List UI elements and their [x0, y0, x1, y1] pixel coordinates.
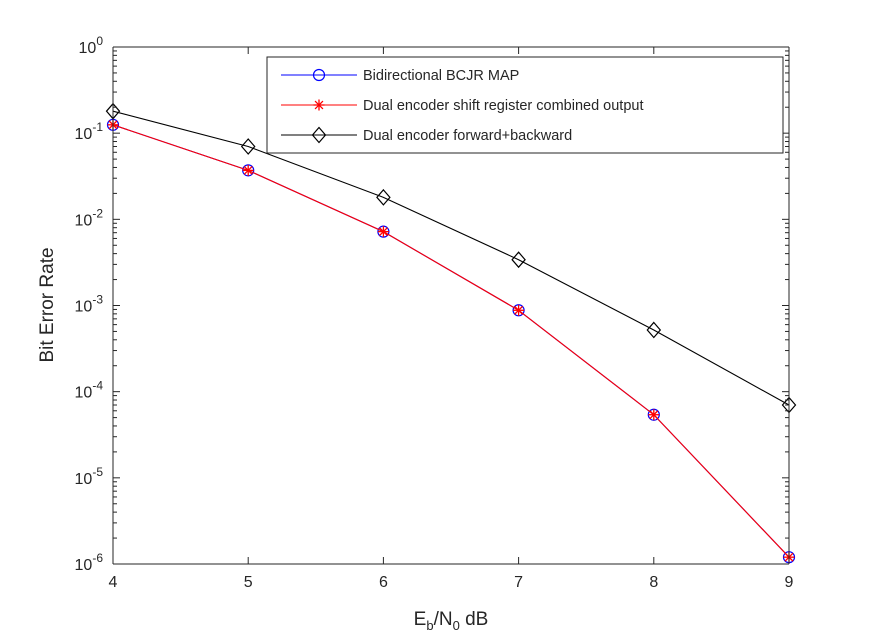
y-tick-base: 10: [75, 471, 93, 488]
legend-entry: Dual encoder shift register combined out…: [281, 98, 644, 114]
y-tick-label: 100: [79, 34, 104, 57]
legend-entry: Bidirectional BCJR MAP: [281, 68, 519, 84]
y-tick-base: 10: [75, 557, 93, 574]
y-tick-base: 10: [79, 40, 97, 57]
x-label-sub-0: 0: [453, 618, 460, 633]
y-tick-exponent: -2: [92, 206, 103, 220]
y-tick-label: 10-2: [75, 206, 104, 229]
y-tick-label: 10-3: [75, 293, 104, 316]
x-tick-label: 7: [514, 574, 523, 591]
asterisk-marker: [377, 226, 389, 238]
diamond-marker: [511, 251, 526, 269]
diamond-marker: [646, 321, 662, 339]
y-tick-base: 10: [75, 126, 93, 143]
y-axis-label: Bit Error Rate: [37, 247, 58, 362]
asterisk-marker: [242, 164, 254, 176]
x-tick-label: 4: [109, 574, 118, 591]
asterisk-marker: [313, 99, 325, 111]
circle-marker: [312, 68, 326, 82]
y-tick-label: 10-1: [75, 120, 104, 143]
asterisk-stroke: [243, 165, 253, 175]
y-tick-base: 10: [75, 299, 93, 316]
series-layer: [105, 102, 797, 564]
asterisk-marker: [648, 409, 660, 421]
x-tick-label: 8: [649, 574, 658, 591]
series-line: [112, 110, 790, 406]
x-label-unit: dB: [460, 609, 489, 630]
x-tick-label: 5: [244, 574, 253, 591]
y-tick-exponent: -1: [92, 120, 103, 134]
asterisk-stroke: [378, 227, 388, 237]
series-3: [105, 102, 797, 414]
y-tick-exponent: -6: [92, 551, 103, 565]
x-label-e: E: [414, 609, 427, 630]
y-tick-label: 10-5: [75, 465, 104, 488]
x-axis-label: Eb/N0 dB: [414, 609, 489, 633]
diamond-marker: [311, 126, 327, 144]
diamond-marker: [376, 188, 391, 206]
y-tick-base: 10: [75, 385, 93, 402]
legend-label: Bidirectional BCJR MAP: [363, 68, 519, 84]
x-tick-label: 6: [379, 574, 388, 591]
series-line: [112, 124, 790, 558]
y-tick-label: 10-4: [75, 379, 104, 402]
asterisk-stroke: [649, 410, 659, 420]
x-label-sub-b: b: [426, 618, 433, 633]
legend-label: Dual encoder forward+backward: [363, 128, 572, 144]
asterisk-marker: [513, 304, 525, 316]
y-tick-exponent: -5: [92, 465, 103, 479]
x-label-slash-n: /N: [434, 609, 453, 630]
y-tick-exponent: 0: [96, 34, 103, 48]
asterisk-stroke: [314, 100, 324, 110]
legend-entry: Dual encoder forward+backward: [281, 126, 572, 144]
diamond-marker: [240, 138, 256, 155]
y-tick-exponent: -3: [92, 293, 103, 307]
x-tick-label: 9: [785, 574, 794, 591]
y-tick-exponent: -4: [92, 379, 103, 393]
asterisk-stroke: [514, 305, 524, 315]
legend: Bidirectional BCJR MAP Dual encoder shift…: [266, 56, 784, 154]
legend-label: Dual encoder shift register combined out…: [363, 98, 644, 114]
y-tick-base: 10: [75, 212, 93, 229]
y-tick-label: 10-6: [75, 551, 104, 574]
